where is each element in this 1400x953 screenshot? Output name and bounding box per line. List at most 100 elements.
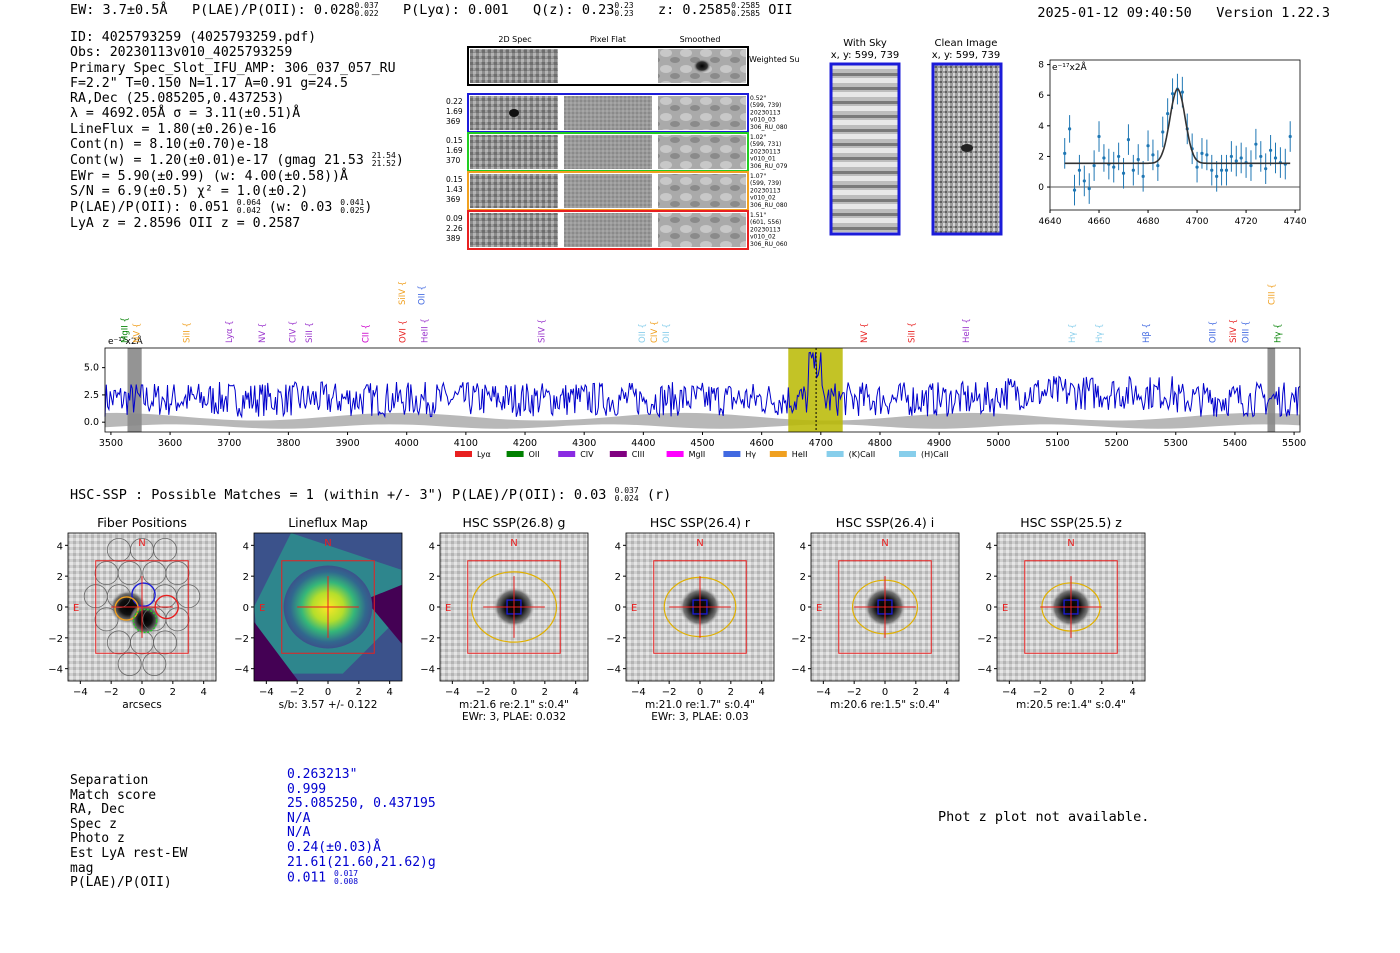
fit-point bbox=[1077, 168, 1082, 172]
spec-xtick-label: 5500 bbox=[1282, 438, 1306, 449]
panel-north: N bbox=[1067, 538, 1074, 549]
mt-label-separation: Separation bbox=[70, 773, 149, 788]
spec-xtick-label: 5200 bbox=[1105, 438, 1129, 449]
panel-xtick-label: 4 bbox=[1129, 687, 1135, 698]
info-params: F=2.2" T=0.150 N=1.17 A=0.91 g=24.5 bbox=[70, 75, 348, 91]
spec-legend-label: Lyα bbox=[477, 450, 491, 459]
cutout-left-label: 0.22 bbox=[446, 97, 463, 106]
panel-xtick-label: −4 bbox=[1002, 687, 1017, 698]
cutout-2dspec bbox=[470, 174, 558, 208]
info-lyaz: LyA z = 2.8596 OII z = 0.2587 bbox=[70, 215, 301, 231]
cutout-right-label: (599, 739) bbox=[750, 180, 781, 187]
spec-xtick-label: 4700 bbox=[809, 438, 833, 449]
spec-line-label: OIII { bbox=[1208, 321, 1218, 343]
cutout-right-label: v010_02 bbox=[750, 195, 776, 202]
hsc-match-title-text: HSC-SSP : Possible Matches = 1 (within +… bbox=[70, 487, 607, 503]
cutout-right-label: (601, 556) bbox=[750, 219, 781, 226]
panel-xlabel: arcsecs bbox=[122, 699, 161, 711]
header-qz-lo: 0.23 bbox=[614, 9, 634, 18]
panel-title: HSC SSP(26.8) g bbox=[463, 515, 566, 530]
spec-error-band bbox=[105, 412, 1300, 429]
header-z: z: 0.2585 bbox=[657, 2, 732, 18]
weighted-sum-label: Weighted Sum bbox=[749, 55, 800, 64]
panel-ytick-label: 4 bbox=[243, 541, 249, 552]
panel-xtick-label: 4 bbox=[572, 687, 578, 698]
fit-xtick-label: 4720 bbox=[1235, 217, 1258, 227]
header-qz-hi: 0.23 bbox=[614, 1, 634, 10]
fit-point bbox=[1151, 153, 1155, 157]
fit-point bbox=[1166, 111, 1170, 116]
header-qz: Q(z): 0.23 bbox=[533, 2, 615, 18]
header-timestamp-version: 2025-01-12 09:40:50 Version 1.22.3 bbox=[1037, 5, 1330, 21]
panel-ytick-label: −4 bbox=[48, 665, 63, 676]
cutout-source bbox=[509, 109, 519, 117]
panel-xtick-label: 0 bbox=[1068, 687, 1074, 698]
panel-xtick-label: −2 bbox=[847, 687, 862, 698]
header-z-hi: 0.2585 bbox=[731, 1, 761, 10]
panel-ytick-label: 4 bbox=[615, 541, 621, 552]
panel-ytick-label: −2 bbox=[234, 634, 249, 645]
panel-xlabel: m:21.0 re:1.7" s:0.4" bbox=[645, 699, 755, 711]
mt-label-lya-ew: Est LyA rest-EW bbox=[70, 845, 188, 861]
fit-point bbox=[1273, 156, 1278, 160]
spec-masked-band bbox=[127, 348, 142, 432]
panel-xtick-label: 2 bbox=[1099, 687, 1105, 698]
panel-north: N bbox=[138, 538, 145, 549]
panel-ytick-label: 0 bbox=[429, 603, 435, 614]
fit-point bbox=[1254, 142, 1258, 146]
panel-xtick-label: −2 bbox=[290, 687, 305, 698]
panel-ytick-label: −4 bbox=[791, 665, 806, 676]
panel-search-box bbox=[95, 560, 189, 654]
cutout-pixelflat bbox=[564, 174, 652, 208]
fit-xtick-label: 4660 bbox=[1088, 217, 1111, 227]
panel-ytick-label: −4 bbox=[420, 665, 435, 676]
cutout-smoothed bbox=[658, 96, 746, 130]
panel-title: HSC SSP(26.4) r bbox=[650, 515, 751, 530]
spec-line-label: MgII { bbox=[121, 317, 131, 343]
panel-ytick-label: 2 bbox=[429, 572, 435, 583]
fit-ytick-label: 6 bbox=[1038, 91, 1044, 101]
spec-legend-swatch bbox=[609, 451, 627, 457]
fiber-circle bbox=[117, 561, 142, 586]
info-lineflux: LineFlux = 1.80(±0.26)e-16 bbox=[70, 121, 277, 137]
spec-line-label: NV { bbox=[132, 323, 142, 343]
panel-ytick-label: −2 bbox=[977, 634, 992, 645]
mt-value-lya-ew: 0.24(±0.03)Å bbox=[287, 839, 381, 855]
spec-xtick-label: 3600 bbox=[158, 438, 182, 449]
fit-point bbox=[1131, 168, 1135, 172]
cutout-left-label: 2.26 bbox=[446, 224, 463, 233]
fit-point bbox=[1068, 127, 1072, 131]
spec-line-label: OII { bbox=[417, 285, 427, 305]
imaging-panels: Fiber Positions N E −4 −4 −2 −2 0 0 2 2 4 4 arcsecs Li… bbox=[48, 515, 1146, 723]
panel-xlabel: m:20.6 re:1.5" s:0.4" bbox=[830, 699, 940, 711]
panel-ytick-label: 4 bbox=[800, 541, 806, 552]
cutout-right-label: 306_RU_080 bbox=[750, 124, 788, 131]
match-table-values: 0.263213" 0.999 25.085250, 0.437195 N/A … bbox=[287, 767, 436, 886]
panel-fiber-0: Fiber Positions N E −4 −4 −2 −2 0 0 2 2 4 4 arcsecs bbox=[48, 515, 217, 711]
fiber-circle bbox=[106, 584, 131, 609]
mt-label-specz: Spec z bbox=[70, 816, 117, 832]
fiber-circle bbox=[117, 652, 142, 677]
cutout-right-label: 306_RU_060 bbox=[750, 241, 788, 248]
panel-east: E bbox=[1002, 603, 1008, 614]
panel-xtick-label: −2 bbox=[1033, 687, 1048, 698]
panel-xtick-label: 0 bbox=[882, 687, 888, 698]
panel-xlabel: m:21.6 re:2.1" s:0.4" bbox=[459, 699, 569, 711]
fit-point bbox=[1156, 164, 1160, 168]
fit-point bbox=[1205, 153, 1209, 157]
cutout-left-label: 369 bbox=[446, 195, 461, 204]
mt-label-photoz: Photo z bbox=[70, 831, 125, 847]
fiber-circle bbox=[165, 561, 190, 586]
cutout-right-label: 0.52" bbox=[750, 95, 766, 102]
panel-ytick-label: 0 bbox=[800, 603, 806, 614]
spec-legend-swatch bbox=[769, 451, 787, 457]
spec-line-label: CIV { bbox=[289, 321, 299, 343]
panel-east: E bbox=[631, 603, 637, 614]
panel-east: E bbox=[445, 603, 451, 614]
panel-ytick-label: −4 bbox=[977, 665, 992, 676]
spec-ytick-label: 5.0 bbox=[84, 363, 99, 374]
panel-ytick-label: 2 bbox=[615, 572, 621, 583]
panel-search-box bbox=[467, 560, 561, 654]
fiber-circle bbox=[165, 607, 190, 632]
